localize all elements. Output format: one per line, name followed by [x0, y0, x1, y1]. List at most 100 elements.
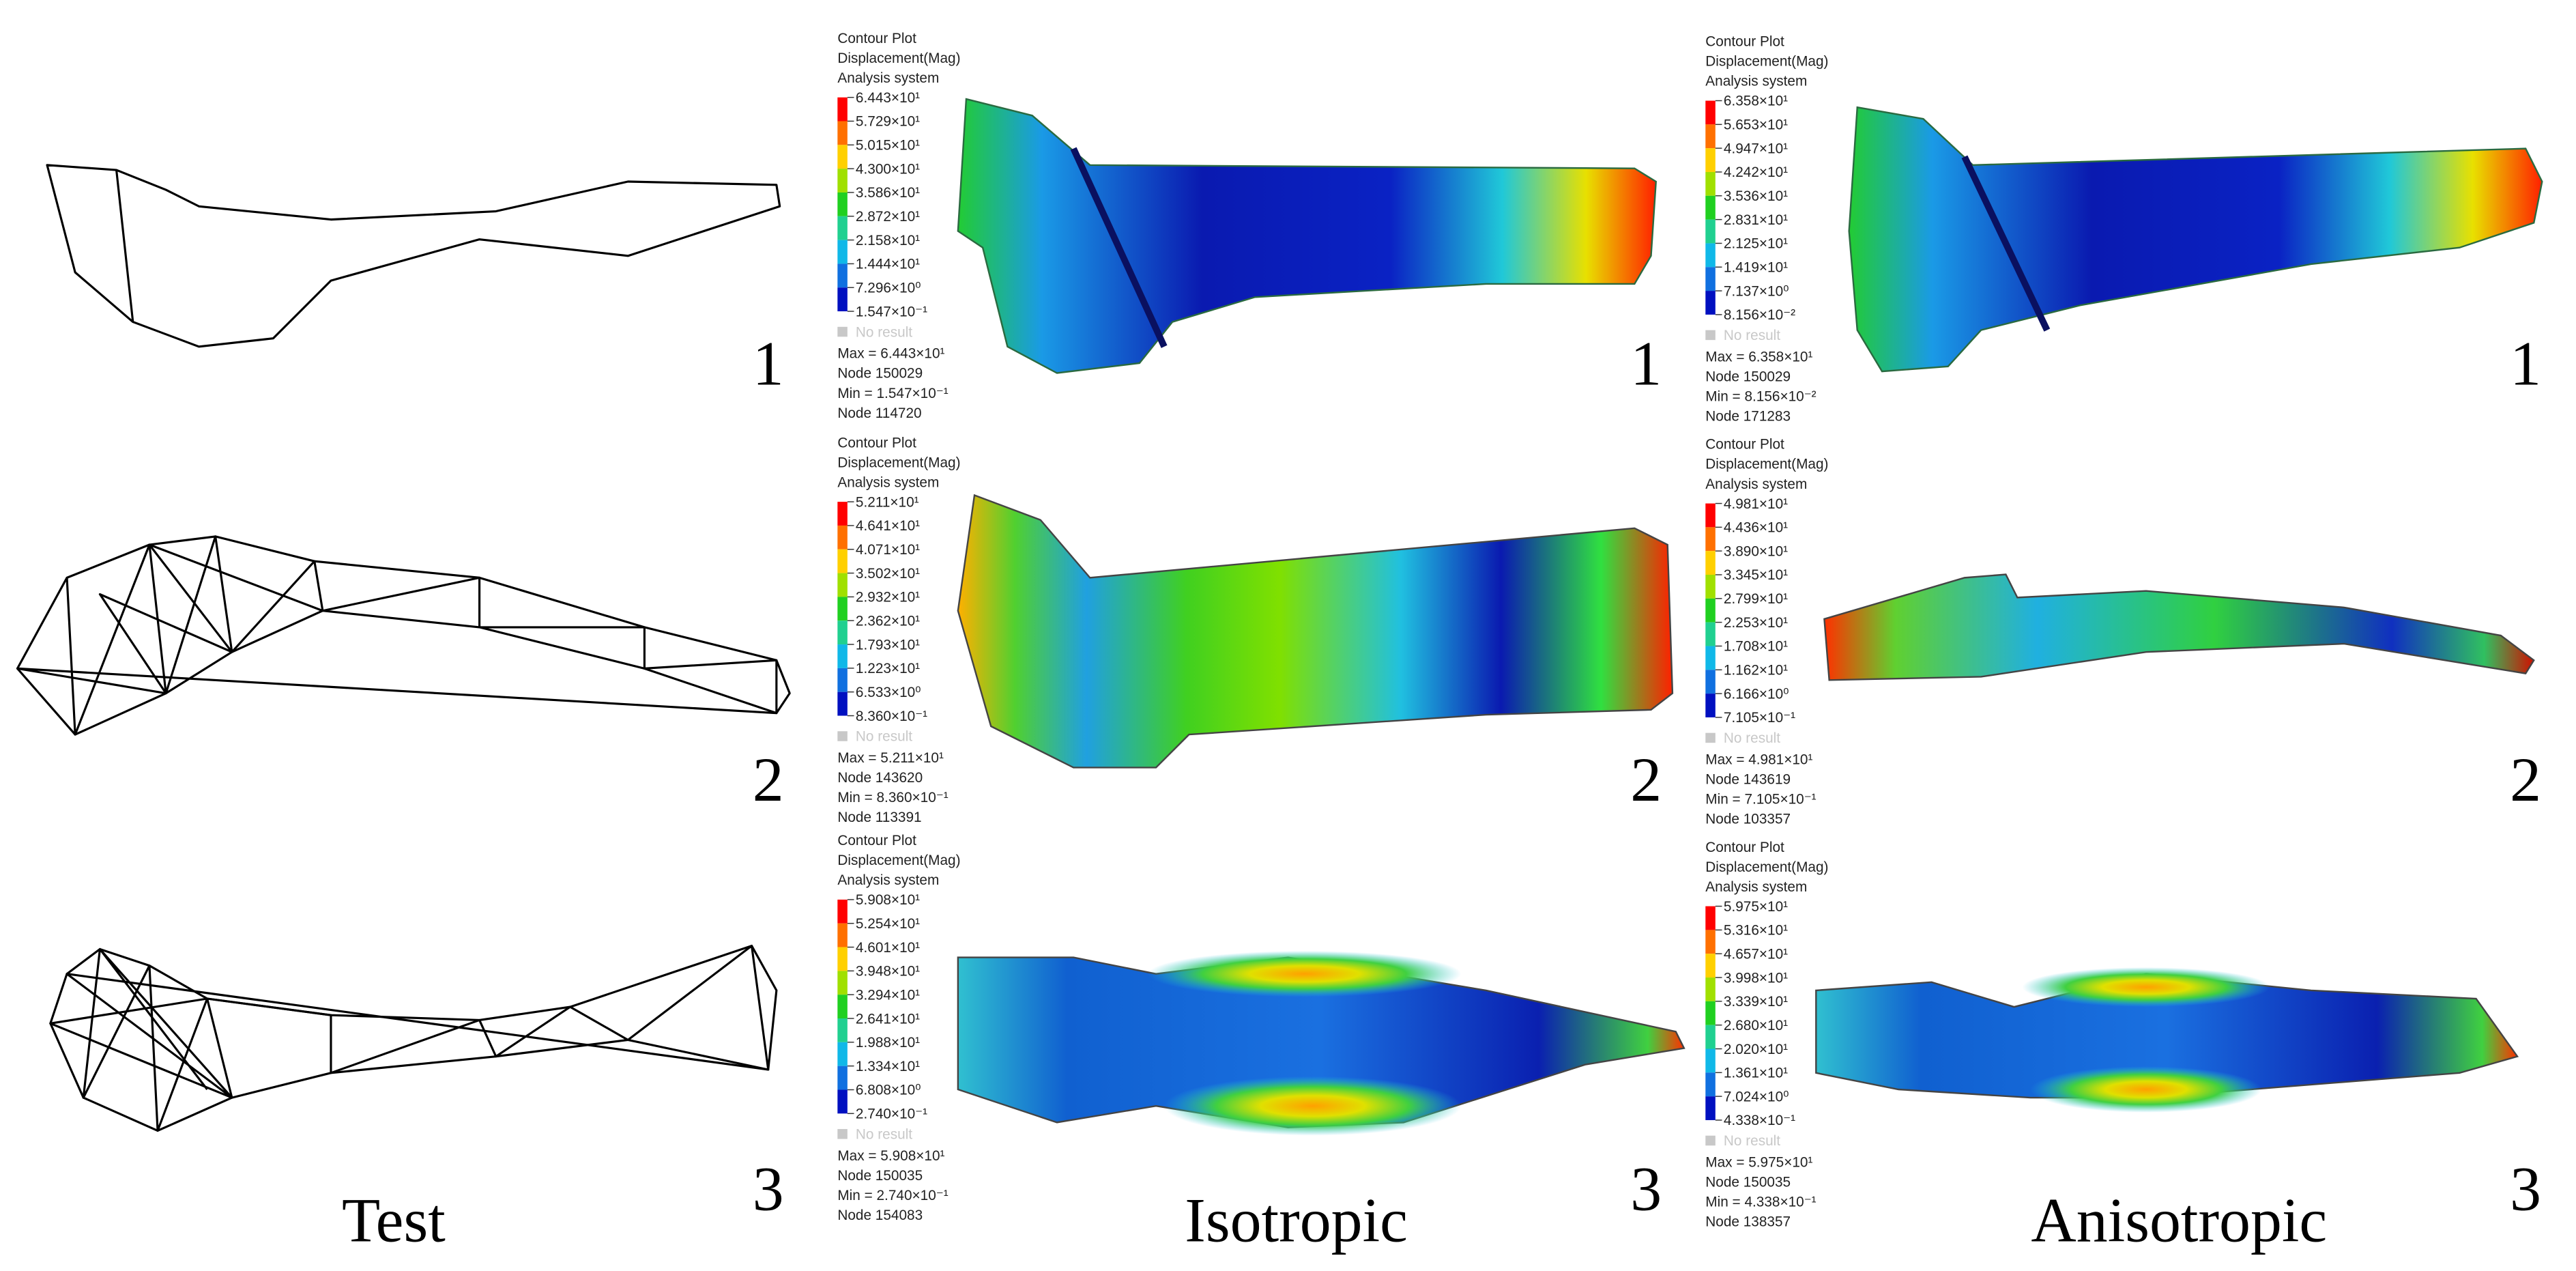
wireframes [16, 164, 791, 1132]
legend-swatch [1705, 977, 1716, 1001]
no-result: No result [1724, 328, 1780, 343]
legend-level: 7.137×10⁰ [1724, 283, 1789, 299]
legend-swatch [837, 947, 848, 971]
legend-title: Analysis system [837, 872, 939, 888]
mode-number: 1 [1630, 328, 1662, 398]
legend-level: 3.339×10¹ [1724, 994, 1788, 1010]
legend-level: 1.361×10¹ [1724, 1066, 1788, 1081]
column-label: Test [342, 1185, 446, 1255]
legend-stat: Min = 8.360×10⁻¹ [837, 790, 948, 805]
legend-title: Displacement(Mag) [837, 51, 960, 66]
legend-stat: Max = 5.211×10¹ [837, 750, 944, 766]
legend-swatch [1705, 291, 1716, 315]
no-result-swatch [1705, 732, 1716, 743]
legend-stat: Min = 4.338×10⁻¹ [1705, 1195, 1816, 1210]
legend-swatch [837, 169, 848, 192]
no-result-swatch [837, 1129, 848, 1139]
legend-swatch [1705, 670, 1716, 694]
legend-stat: Node 114720 [837, 405, 921, 421]
legend-title: Contour Plot [837, 833, 916, 848]
legend-stat: Min = 1.547×10⁻¹ [837, 386, 948, 401]
no-result-swatch [1705, 1135, 1716, 1146]
legend-swatch [837, 525, 848, 549]
no-result-swatch [1705, 330, 1716, 341]
legend-level: 1.988×10¹ [856, 1035, 920, 1051]
legend-level: 6.443×10¹ [856, 90, 920, 106]
legend-level: 2.125×10¹ [1724, 236, 1788, 252]
model-rib [1961, 155, 2051, 332]
legend-level: 4.657×10¹ [1724, 946, 1788, 962]
model-rib [1070, 147, 1168, 348]
legend-swatch [837, 1018, 848, 1042]
legend-title: Analysis system [837, 474, 939, 490]
legend-swatch [837, 923, 848, 947]
legend-level: 5.908×10¹ [856, 892, 920, 908]
legend-title: Analysis system [1705, 74, 1807, 89]
legend-swatch [837, 597, 848, 621]
wireframe-1-edges [115, 169, 134, 322]
legend-swatch [1705, 195, 1716, 220]
legend-swatch [837, 1042, 848, 1066]
mode-number: 3 [1630, 1154, 1662, 1224]
models [957, 98, 2543, 1136]
no-result: No result [856, 324, 912, 340]
legend-swatch [1705, 954, 1716, 978]
legend-swatch [1705, 243, 1716, 268]
no-result: No result [1724, 1133, 1780, 1149]
legend-level: 3.502×10¹ [856, 566, 920, 582]
legend-swatch [837, 1089, 848, 1114]
legend-level: 3.345×10¹ [1724, 567, 1788, 583]
no-result: No result [856, 1127, 912, 1143]
legend-stat: Max = 6.358×10¹ [1705, 349, 1812, 365]
legend-swatch [1705, 694, 1716, 717]
legend-level: 7.105×10⁻¹ [1724, 710, 1795, 726]
legend-level: 3.536×10¹ [1724, 188, 1788, 204]
legend-title: Contour Plot [1705, 437, 1784, 453]
legend-stat: Max = 5.908×10¹ [837, 1148, 944, 1164]
legend-level: 3.890×10¹ [1724, 543, 1788, 559]
model-bulge [2030, 1066, 2262, 1113]
legend-level: 2.641×10¹ [856, 1011, 920, 1027]
legend-swatch [837, 573, 848, 597]
no-result-swatch [837, 731, 848, 741]
legend-swatch [837, 971, 848, 995]
legend-level: 5.211×10¹ [856, 494, 919, 510]
legend-swatch [1705, 527, 1716, 552]
legend-level: 5.316×10¹ [1724, 923, 1788, 939]
legend-swatch [1705, 219, 1716, 244]
legend-stat: Node 154083 [837, 1208, 923, 1223]
legend-swatch [837, 691, 848, 716]
legend-swatch [1705, 622, 1716, 646]
legend-level: 4.071×10¹ [856, 542, 920, 558]
legend-swatch [837, 287, 848, 312]
legend-title: Contour Plot [1705, 34, 1784, 50]
legend-level: 4.338×10⁻¹ [1724, 1113, 1795, 1128]
legend-swatch [837, 240, 848, 264]
legend-swatch [837, 620, 848, 645]
wireframe-3-edges [49, 945, 770, 1132]
anisotropic-mode-2 [1823, 573, 2535, 681]
no-result: No result [856, 729, 912, 745]
legend-swatch [837, 995, 848, 1019]
anisotropic-mode-3 [1815, 973, 2519, 1099]
legend-swatch [837, 121, 848, 145]
legend-title: Displacement(Mag) [837, 853, 960, 868]
legend-stat: Min = 8.156×10⁻² [1705, 389, 1816, 405]
legend-stat: Max = 4.981×10¹ [1705, 752, 1812, 768]
legend-swatch [1705, 1072, 1716, 1097]
legend-title: Displacement(Mag) [1705, 859, 1828, 875]
legend-stat: Node 113391 [837, 810, 921, 825]
legend-stat: Node 150029 [1705, 369, 1791, 385]
mode-number: 2 [753, 745, 784, 814]
legend-level: 5.254×10¹ [856, 916, 920, 932]
legend-level: 4.242×10¹ [1724, 165, 1788, 180]
legend-level: 3.948×10¹ [856, 964, 920, 980]
legend-swatch [1705, 124, 1716, 149]
legend-level: 2.831×10¹ [1724, 212, 1788, 228]
legend-swatch [1705, 1048, 1716, 1073]
legend-swatch [1705, 551, 1716, 575]
legend-swatch [1705, 1001, 1716, 1025]
legend-swatch [1705, 503, 1716, 528]
